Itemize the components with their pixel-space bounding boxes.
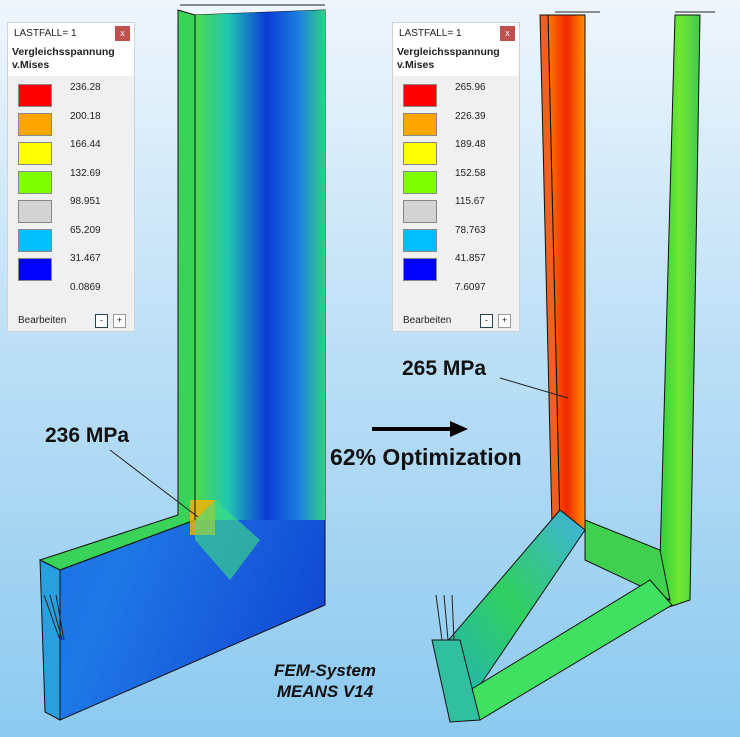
load-case-label: LASTFALL= 1 — [399, 27, 462, 39]
edit-button[interactable]: Bearbeiten — [18, 314, 67, 326]
legend-value: 200.18 — [70, 110, 101, 122]
edit-button[interactable]: Bearbeiten — [403, 314, 452, 326]
legend-value: 132.69 — [70, 167, 101, 179]
zoom-out-button[interactable]: - — [480, 314, 493, 328]
legend-value: 226.39 — [455, 110, 486, 122]
legend-subheading: v.Mises — [397, 59, 435, 71]
software-version: MEANS V14 — [276, 682, 374, 701]
legend-value: 115.67 — [455, 196, 485, 207]
load-arrows-icon — [435, 11, 715, 641]
legend-swatch — [18, 200, 52, 223]
legend-swatch — [403, 113, 437, 136]
legend-rows: 265.96 226.39 189.48 152.58 115.67 78.763 41.8… — [393, 76, 519, 306]
legend-heading: Vergleichsspannung — [397, 46, 500, 58]
max-stress-original: 236 MPa — [45, 424, 130, 447]
legend-swatch — [18, 258, 52, 281]
legend-swatch — [403, 258, 437, 281]
software-label: FEM-System MEANS V14 — [250, 660, 400, 702]
optimization-label: 62% Optimization — [330, 444, 522, 470]
optimized-model — [431, 11, 715, 723]
legend-rows: 236.28 200.18 166.44 132.69 98.951 65.209 31.4… — [8, 76, 134, 306]
max-stress-optimized: 265 MPa — [402, 357, 487, 380]
zoom-out-button[interactable]: - — [95, 314, 108, 328]
leader-line-right — [499, 377, 569, 399]
legend-subheading: v.Mises — [12, 59, 50, 71]
legend-value: 166.44 — [70, 139, 101, 150]
legend-swatch — [18, 142, 52, 165]
legend-value: 41.857 — [455, 253, 486, 264]
legend-value: 0.0869 — [70, 281, 101, 293]
legend-value: 236.28 — [70, 82, 101, 93]
legend-value: 78.763 — [455, 224, 486, 236]
legend-value: 152.58 — [455, 167, 486, 179]
legend-swatch — [18, 171, 52, 194]
legend-value: 265.96 — [455, 82, 486, 93]
load-arrows-icon — [43, 4, 325, 641]
load-case-label: LASTFALL= 1 — [14, 27, 77, 39]
legend-swatch — [403, 171, 437, 194]
close-button[interactable]: x — [115, 26, 130, 41]
legend-swatch — [403, 229, 437, 252]
stress-legend-optimized: LASTFALL= 1 x Vergleichsspannung v.Mises 2… — [392, 22, 520, 332]
legend-value: 65.209 — [70, 224, 101, 236]
legend-swatch — [403, 200, 437, 223]
legend-value: 31.467 — [70, 253, 101, 264]
legend-heading: Vergleichsspannung — [12, 46, 115, 58]
zoom-in-button[interactable]: + — [498, 314, 511, 328]
leader-line-left — [109, 449, 199, 518]
legend-swatch — [403, 142, 437, 165]
zoom-in-button[interactable]: + — [113, 314, 126, 328]
legend-value: 7.6097 — [455, 281, 486, 293]
original-model — [38, 4, 326, 721]
stress-legend-original: LASTFALL= 1 x Vergleichsspannung v.Mises 2… — [7, 22, 135, 332]
arrow-right-icon — [372, 421, 468, 437]
legend-swatch — [18, 84, 52, 107]
legend-value: 189.48 — [455, 139, 486, 150]
close-button[interactable]: x — [500, 26, 515, 41]
legend-swatch — [18, 113, 52, 136]
legend-swatch — [403, 84, 437, 107]
legend-swatch — [18, 229, 52, 252]
legend-value: 98.951 — [70, 196, 101, 207]
software-name: FEM-System — [273, 661, 377, 680]
